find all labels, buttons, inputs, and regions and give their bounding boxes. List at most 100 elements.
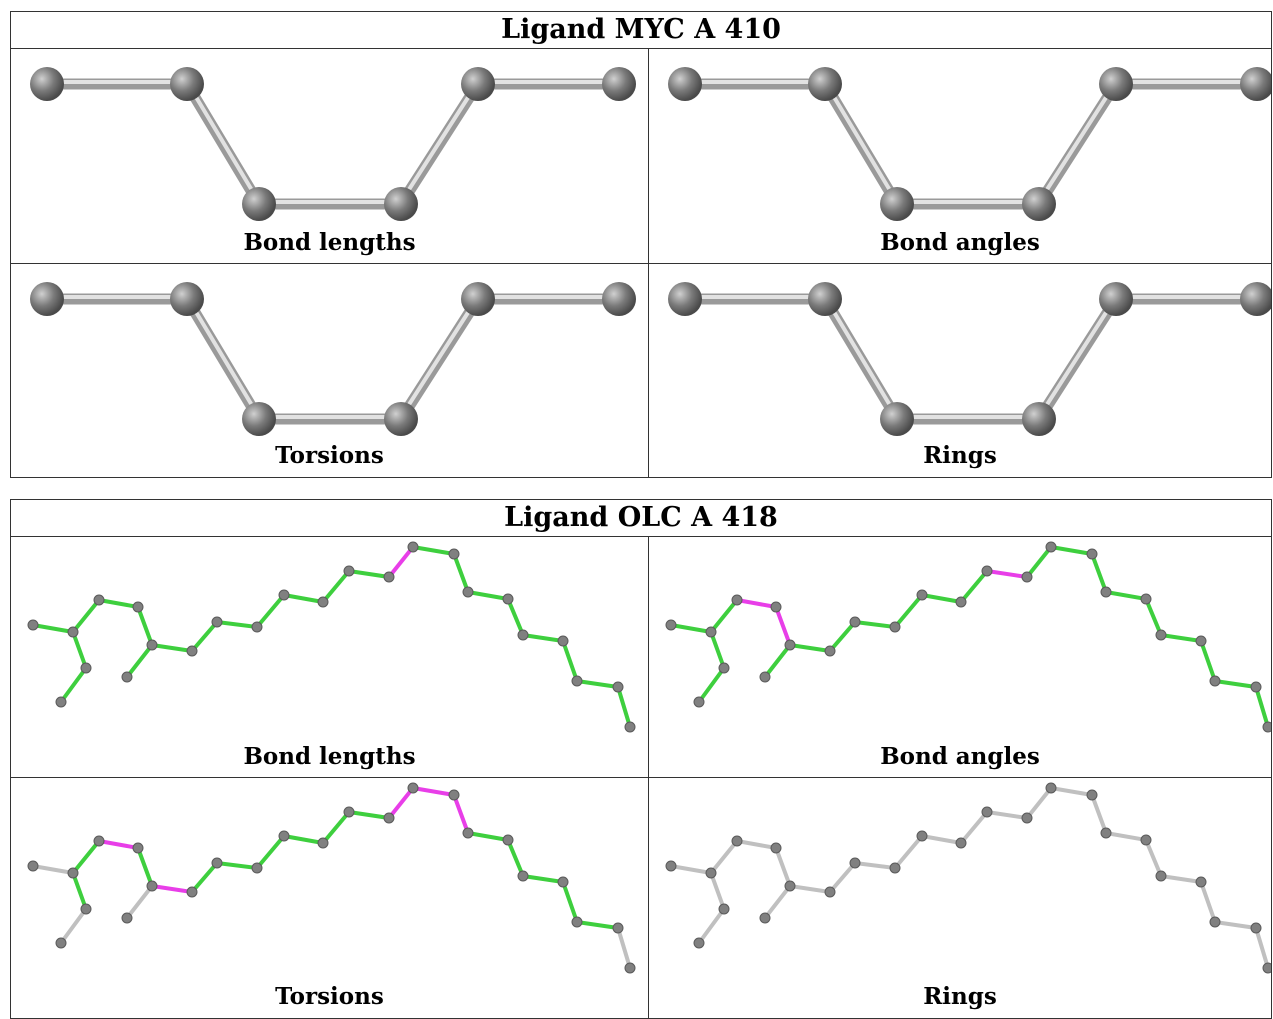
atom xyxy=(146,639,158,651)
atom xyxy=(808,67,842,101)
bond xyxy=(709,839,739,875)
bond xyxy=(828,620,857,653)
panel-title: Ligand MYC A 410 xyxy=(11,12,1271,49)
atom xyxy=(705,626,717,638)
bond xyxy=(215,861,259,870)
bond xyxy=(71,839,101,875)
bond xyxy=(697,666,726,704)
atom xyxy=(1022,402,1056,436)
cell-label: Bond lengths xyxy=(243,743,416,770)
bond xyxy=(150,643,194,653)
atom xyxy=(55,696,67,708)
atom xyxy=(278,830,290,842)
cell-bond-lengths: Bond lengths xyxy=(11,537,648,777)
bond xyxy=(321,810,351,845)
atom xyxy=(770,601,782,613)
bond xyxy=(1144,838,1163,878)
bond-highlight xyxy=(823,295,899,419)
bond-highlight xyxy=(185,295,261,419)
atom xyxy=(461,67,495,101)
atom xyxy=(665,860,677,872)
bond xyxy=(788,643,832,653)
atom xyxy=(1262,721,1271,733)
atom xyxy=(121,912,133,924)
cell-torsions: Torsions xyxy=(11,778,648,1018)
bond xyxy=(452,793,470,835)
atom xyxy=(93,835,105,847)
atom xyxy=(808,282,842,316)
atom xyxy=(170,282,204,316)
bond xyxy=(959,810,989,845)
atom xyxy=(93,594,105,606)
bond xyxy=(125,643,154,679)
bond xyxy=(1213,920,1258,930)
bond xyxy=(411,786,456,797)
atom xyxy=(170,67,204,101)
bond xyxy=(1199,880,1217,924)
atom xyxy=(1240,67,1271,101)
atom xyxy=(1086,789,1098,801)
atom xyxy=(784,880,796,892)
grid-divider xyxy=(11,777,1271,778)
atom xyxy=(383,812,395,824)
bond xyxy=(1090,552,1108,594)
atom xyxy=(27,860,39,872)
bond xyxy=(1090,793,1108,835)
bond xyxy=(411,545,456,556)
bond xyxy=(59,907,88,945)
atom xyxy=(571,916,583,928)
atom xyxy=(1100,827,1112,839)
bond xyxy=(452,552,470,594)
atom xyxy=(407,782,419,794)
atom xyxy=(624,721,636,733)
bond xyxy=(853,861,897,870)
bond xyxy=(561,880,579,924)
bond xyxy=(506,597,525,637)
atom xyxy=(1022,187,1056,221)
atom xyxy=(186,886,198,898)
bond xyxy=(1104,590,1148,601)
atom xyxy=(1195,635,1207,647)
bond xyxy=(828,861,857,894)
bond xyxy=(59,666,88,704)
cell-bond-angles: Bond angles xyxy=(649,537,1271,777)
bond xyxy=(669,864,713,875)
bond xyxy=(521,874,565,884)
atom xyxy=(602,67,636,101)
bond xyxy=(282,834,325,845)
atom xyxy=(121,671,133,683)
atom xyxy=(132,842,144,854)
ligand-panel-olc: Ligand OLC A 418 Bond lengths Bond angle… xyxy=(10,499,1272,1019)
atom xyxy=(759,671,771,683)
molecule-render xyxy=(30,67,636,221)
bond xyxy=(347,810,391,820)
atom xyxy=(824,886,836,898)
atom xyxy=(242,402,276,436)
atom xyxy=(242,187,276,221)
bond xyxy=(71,630,88,670)
bond xyxy=(466,831,510,842)
atom xyxy=(317,837,329,849)
bond xyxy=(1025,545,1053,579)
panel-title: Ligand OLC A 418 xyxy=(11,500,1271,537)
atom xyxy=(448,789,460,801)
atom xyxy=(849,857,861,869)
cell-label: Torsions xyxy=(275,983,384,1010)
bond xyxy=(985,810,1029,820)
bond xyxy=(735,839,778,850)
atom xyxy=(824,645,836,657)
atom xyxy=(317,596,329,608)
atom xyxy=(889,621,901,633)
bond xyxy=(985,569,1029,579)
atom xyxy=(502,834,514,846)
atom xyxy=(770,842,782,854)
cell-bond-lengths: Bond lengths xyxy=(11,49,648,263)
bond xyxy=(506,838,525,878)
atom xyxy=(462,827,474,839)
bond xyxy=(387,786,415,820)
atom xyxy=(1262,962,1271,974)
cell-bond-angles: Bond angles xyxy=(649,49,1271,263)
atom xyxy=(407,541,419,553)
atom xyxy=(27,619,39,631)
atom xyxy=(602,282,636,316)
